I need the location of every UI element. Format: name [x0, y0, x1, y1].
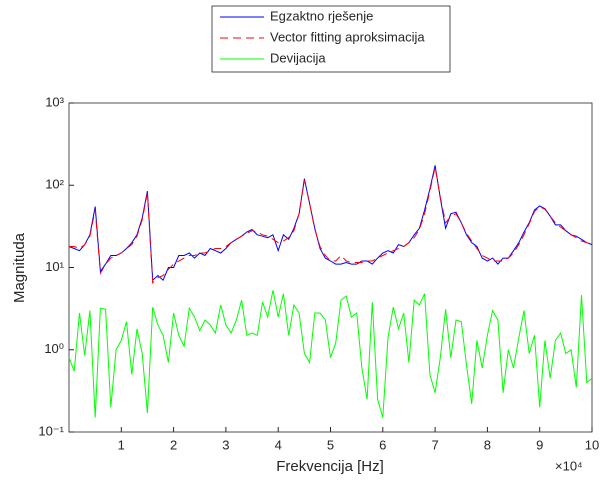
x-multiplier: ×10⁴ — [555, 458, 583, 473]
series-line — [68, 290, 593, 418]
x-tick-label: 8 — [484, 437, 491, 452]
x-tick-label: 10 — [585, 437, 599, 452]
y-tick-label: 10² — [45, 177, 64, 192]
axes-box — [68, 102, 593, 433]
x-tick-label: 6 — [379, 437, 386, 452]
x-tick-label: 1 — [118, 437, 125, 452]
legend-label: Devijacija — [270, 50, 326, 65]
x-tick-label: 4 — [275, 437, 282, 452]
x-tick-label: 7 — [431, 437, 438, 452]
x-tick-label: 5 — [327, 437, 334, 452]
x-axis-label: Frekvencija [Hz] — [276, 458, 384, 475]
y-tick-label: 10³ — [45, 94, 64, 109]
y-tick-label: 10⁰ — [44, 341, 64, 356]
legend-label: Vector fitting aproksimacija — [270, 29, 425, 44]
legend-label: Egzaktno rješenje — [270, 8, 373, 23]
y-tick-label: 10¹ — [45, 259, 64, 274]
x-tick-label: 3 — [222, 437, 229, 452]
x-tick-label: 2 — [170, 437, 177, 452]
plot-area — [69, 103, 592, 432]
x-tick-label: 9 — [536, 437, 543, 452]
y-tick-label: 10⁻¹ — [38, 423, 64, 438]
y-axis-label: Magnituda — [11, 232, 28, 303]
series-line — [68, 165, 593, 282]
